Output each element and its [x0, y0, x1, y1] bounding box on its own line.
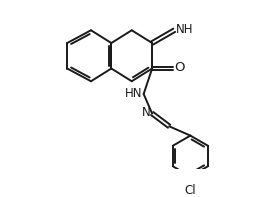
Text: NH: NH: [176, 23, 193, 36]
Text: N: N: [142, 106, 150, 119]
Text: O: O: [174, 61, 185, 74]
Text: HN: HN: [125, 87, 142, 100]
Text: Cl: Cl: [185, 184, 196, 197]
